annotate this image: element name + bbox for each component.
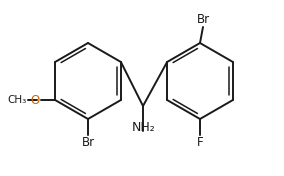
Text: Br: Br <box>82 136 95 149</box>
Text: Br: Br <box>197 13 210 26</box>
Text: O: O <box>31 93 40 106</box>
Text: NH₂: NH₂ <box>132 121 156 134</box>
Text: F: F <box>197 136 203 149</box>
Text: CH₃: CH₃ <box>8 95 27 105</box>
